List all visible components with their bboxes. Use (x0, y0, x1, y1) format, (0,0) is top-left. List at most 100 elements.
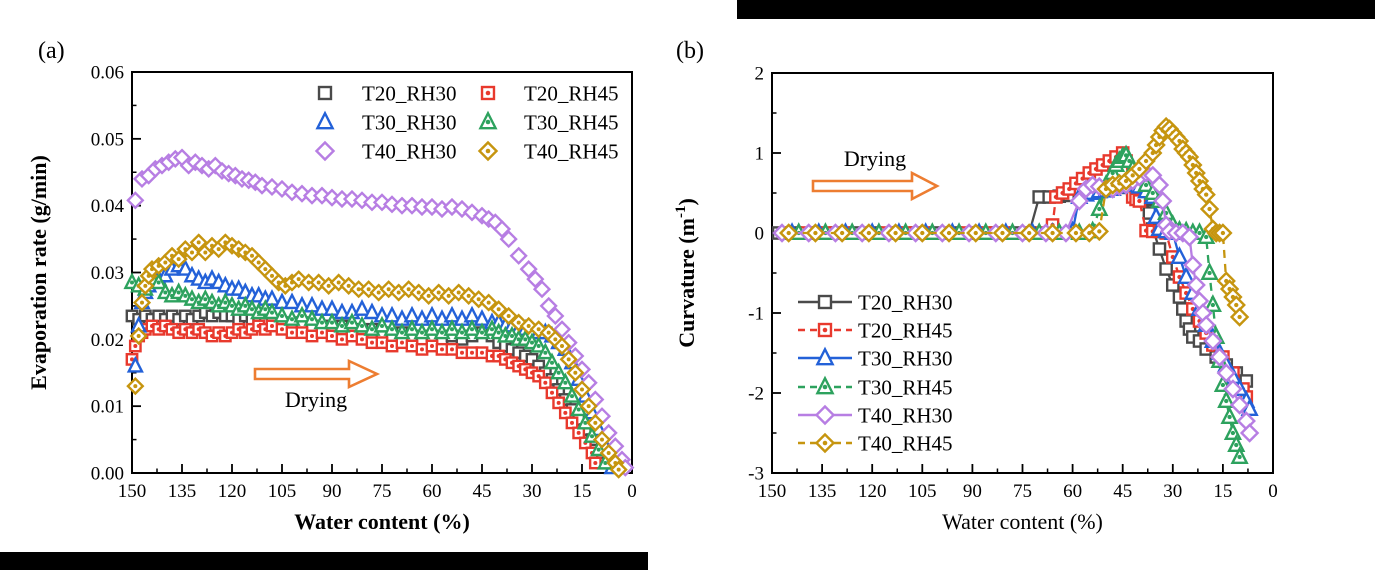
square-marker (1152, 242, 1167, 256)
legend-label: T30_RH45 (524, 111, 619, 135)
square-marker (525, 352, 539, 366)
marker-center-dot (130, 357, 134, 362)
marker-center-dot (946, 230, 952, 236)
x-tick-label: 75 (1013, 481, 1032, 502)
marker-center-dot (310, 333, 314, 338)
x-tick-label: 120 (218, 481, 247, 502)
marker-center-dot (893, 230, 898, 236)
marker-center-dot (460, 330, 464, 335)
marker-center-dot (1237, 314, 1242, 320)
marker-center-dot (1137, 198, 1142, 204)
marker-center-dot (822, 327, 828, 333)
marker-center-dot (330, 320, 334, 325)
marker-center-dot (210, 300, 214, 305)
marker-center-dot (920, 230, 925, 236)
marker-center-dot (420, 330, 424, 335)
marker-center-dot (320, 320, 324, 325)
marker-center-dot (133, 384, 138, 389)
marker-center-dot (326, 283, 331, 288)
marker-center-dot (290, 317, 294, 322)
top-black-redaction-bar (737, 0, 1375, 19)
y-tick-label: 0.01 (91, 397, 124, 418)
marker-center-dot (550, 360, 554, 365)
x-tick-label: 120 (858, 481, 887, 502)
x-tick-label: 60 (1063, 481, 1082, 502)
diamond-marker (272, 179, 292, 199)
diamond-marker (526, 270, 545, 289)
series-T40_RH30 (772, 163, 1260, 443)
x-tick-label: 105 (908, 481, 937, 502)
marker-center-dot (460, 350, 464, 355)
legend-entry-T30_RH45: T30_RH45 (798, 376, 953, 400)
triangle-marker (1177, 266, 1196, 285)
marker-center-dot (523, 337, 528, 342)
marker-center-dot (446, 293, 451, 298)
marker-center-dot (296, 277, 301, 282)
marker-center-dot (593, 460, 598, 465)
legend-label: T30_RH45 (858, 376, 953, 400)
diamond-marker (1216, 363, 1236, 383)
diamond-marker (1209, 347, 1230, 367)
marker-center-dot (556, 400, 561, 405)
marker-center-dot (190, 250, 194, 255)
marker-center-dot (822, 440, 828, 446)
triangle-marker (1170, 246, 1189, 265)
legend-entry-T40_RH30: T40_RH30 (314, 140, 457, 164)
marker-center-dot (270, 273, 274, 278)
marker-center-dot (370, 340, 374, 345)
legend-entry-T20_RH45: T20_RH45 (798, 319, 953, 343)
x-tick-label: 150 (118, 481, 147, 502)
marker-center-dot (486, 300, 491, 305)
marker-center-dot (566, 357, 571, 362)
marker-center-dot (300, 330, 304, 335)
marker-center-dot (1204, 234, 1209, 240)
x-tick-label: 15 (573, 481, 592, 502)
marker-center-dot (839, 230, 845, 236)
marker-center-dot (360, 323, 364, 328)
marker-center-dot (786, 230, 791, 236)
x-tick-label: 135 (168, 481, 197, 502)
square-marker (317, 85, 333, 101)
marker-center-dot (1220, 382, 1226, 388)
marker-center-dot (526, 323, 531, 328)
y-tick-label: 0.05 (91, 129, 124, 150)
x-tick-label: 15 (1213, 481, 1232, 502)
marker-center-dot (570, 394, 574, 399)
series-T40_RH45 (126, 233, 628, 479)
marker-center-dot (496, 307, 501, 312)
diamond-marker (509, 246, 528, 265)
diamond-marker (1203, 331, 1223, 351)
marker-center-dot (163, 260, 168, 265)
x-tick-label: 150 (758, 481, 787, 502)
marker-center-dot (140, 300, 144, 305)
marker-center-dot (593, 420, 598, 425)
marker-center-dot (176, 290, 181, 295)
legend-label: T40_RH45 (524, 140, 619, 164)
marker-center-dot (485, 148, 491, 154)
legend-entry-T30_RH30: T30_RH30 (798, 347, 953, 371)
marker-center-dot (583, 420, 588, 425)
marker-center-dot (143, 283, 148, 288)
diamond-marker (442, 197, 462, 217)
marker-center-dot (543, 350, 548, 355)
marker-center-dot (316, 280, 321, 285)
x-tick-label: 30 (1163, 481, 1182, 502)
y-tick-label: 0.04 (91, 196, 125, 217)
marker-center-dot (336, 280, 341, 285)
marker-center-dot (340, 337, 344, 342)
diamond-marker (546, 306, 565, 326)
panel-b-tag: (b) (676, 38, 704, 64)
marker-center-dot (1123, 178, 1129, 184)
marker-center-dot (1234, 442, 1239, 448)
legend: T20_RH30 T20_RH45 T30_RH30 T30_RH45 T40_RH30… (314, 82, 619, 164)
marker-center-dot (416, 290, 421, 295)
marker-center-dot (390, 327, 394, 332)
marker-center-dot (1234, 302, 1239, 308)
marker-center-dot (196, 240, 201, 245)
legend-entry-T40_RH45: T40_RH45 (798, 432, 953, 456)
marker-center-dot (426, 293, 431, 298)
triangle-marker (315, 110, 335, 130)
marker-center-dot (370, 327, 374, 332)
marker-center-dot (340, 323, 344, 328)
